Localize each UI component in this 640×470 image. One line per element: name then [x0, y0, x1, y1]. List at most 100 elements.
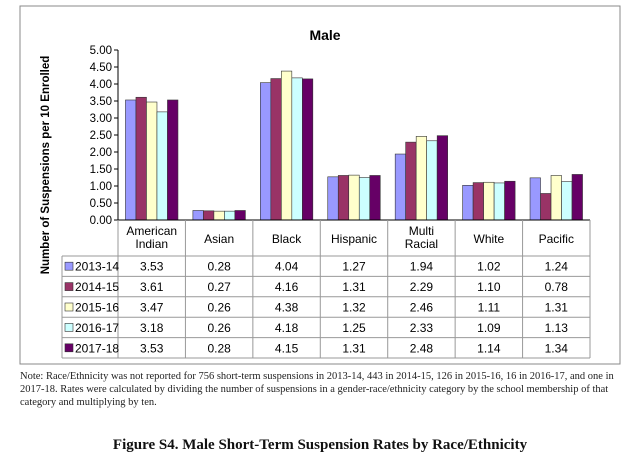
bar-2017-18 [234, 210, 246, 221]
data-label: 1.09 [477, 321, 501, 335]
data-label: 1.11 [478, 301, 501, 315]
data-label: 1.02 [477, 260, 501, 274]
bar-2014-15 [405, 141, 417, 221]
bar-2014-15 [203, 210, 215, 221]
legend-label: 2013-14 [75, 260, 119, 274]
y-tick-label: 5.00 [90, 45, 112, 57]
bar-2015-16 [146, 101, 158, 221]
y-tick-label: 2.00 [90, 147, 112, 159]
y-tick-label: 4.50 [90, 62, 112, 74]
category-label: Hispanic [331, 232, 377, 246]
y-tick-label: 1.00 [90, 181, 112, 193]
bar-2014-15 [270, 78, 282, 221]
y-axis-label: Number of Suspensions per 10 Enrolled [40, 56, 52, 275]
category-label: American [126, 224, 177, 238]
data-label: 0.28 [207, 260, 231, 274]
bar-2015-16 [415, 136, 427, 221]
data-label: 0.28 [207, 341, 231, 355]
data-label: 1.24 [545, 260, 569, 274]
legend-swatch [64, 302, 74, 312]
data-label: 4.18 [275, 321, 299, 335]
bar-2017-18 [571, 174, 583, 221]
data-label: 1.31 [342, 280, 366, 294]
bar-2016-17 [493, 182, 505, 221]
data-label: 0.27 [207, 280, 231, 294]
data-label: 1.13 [545, 321, 569, 335]
data-label: 1.31 [545, 301, 569, 315]
bar-2016-17 [426, 140, 438, 221]
category-label: White [474, 232, 505, 246]
bar-2013-14 [462, 185, 474, 221]
bar-2013-14 [529, 177, 541, 221]
data-label: 2.33 [410, 321, 434, 335]
category-label: Pacific [539, 232, 574, 246]
legend-swatch [64, 343, 74, 353]
data-label: 4.04 [275, 260, 299, 274]
y-tick-label: 0.00 [90, 215, 112, 227]
bar-2017-18 [369, 175, 381, 221]
bar-2017-18 [436, 135, 448, 221]
legend-swatch [64, 261, 74, 271]
data-label: 1.10 [477, 280, 501, 294]
bar-2017-18 [302, 78, 314, 221]
data-label: 1.25 [342, 321, 366, 335]
bar-2016-17 [561, 181, 573, 221]
data-label: 1.31 [342, 341, 366, 355]
y-tick-label: 4.00 [90, 79, 112, 91]
category-label: Indian [135, 237, 168, 251]
data-label: 1.34 [545, 341, 569, 355]
data-label: 2.48 [410, 341, 434, 355]
bar-2016-17 [358, 177, 371, 221]
bar-2015-16 [550, 175, 562, 221]
data-label: 3.47 [140, 301, 164, 315]
data-label: 3.53 [140, 341, 164, 355]
bar-2015-16 [213, 210, 225, 221]
data-label: 4.15 [275, 341, 299, 355]
bar-2013-14 [394, 153, 406, 221]
legend-label: 2014-15 [75, 280, 119, 294]
bar-2014-15 [135, 96, 147, 221]
data-label: 1.14 [477, 341, 501, 355]
data-label: 0.26 [207, 321, 231, 335]
legend-swatch [64, 282, 74, 291]
y-tick-label: 2.50 [90, 130, 112, 142]
category-label: Black [272, 232, 302, 246]
data-label: 3.61 [140, 280, 164, 294]
data-label: 0.26 [207, 301, 231, 315]
category-label: Asian [204, 232, 234, 246]
bar-2013-14 [327, 176, 339, 221]
data-label: 0.78 [545, 280, 569, 294]
bar-2014-15 [337, 175, 350, 221]
data-label: 1.27 [342, 260, 366, 274]
legend-label: 2015-16 [75, 301, 119, 315]
bar-2013-14 [260, 82, 272, 221]
data-label: 3.53 [140, 260, 164, 274]
category-label: Multi [409, 224, 434, 238]
bar-2015-16 [348, 174, 360, 221]
y-tick-label: 0.50 [90, 198, 112, 210]
y-tick-label: 1.50 [90, 164, 112, 176]
data-label: 4.38 [275, 301, 299, 315]
bar-2015-16 [483, 181, 495, 221]
data-label: 2.29 [410, 280, 434, 294]
y-tick-label: 3.50 [90, 96, 112, 108]
y-tick-label: 3.00 [90, 113, 112, 125]
bar-2014-15 [540, 193, 552, 221]
bar-2014-15 [472, 182, 484, 221]
chart-title: Male [309, 27, 340, 43]
legend-label: 2017-18 [75, 341, 119, 355]
bar-chart: Male Number of Suspensions per 10 Enrolle… [19, 5, 621, 365]
bar-2015-16 [281, 70, 293, 221]
bar-2017-18 [504, 180, 516, 221]
bar-2016-17 [224, 210, 236, 221]
data-label: 1.32 [342, 301, 366, 315]
data-label: 2.46 [410, 301, 434, 315]
chart-note: Note: Race/Ethnicity was not reported fo… [20, 371, 614, 408]
bar-2013-14 [125, 99, 137, 221]
bar-2016-17 [156, 111, 168, 221]
data-label: 4.16 [275, 280, 299, 294]
bar-2016-17 [291, 77, 303, 221]
legend-swatch [64, 323, 74, 332]
bar-2013-14 [192, 210, 204, 221]
legend-label: 2016-17 [75, 321, 119, 335]
